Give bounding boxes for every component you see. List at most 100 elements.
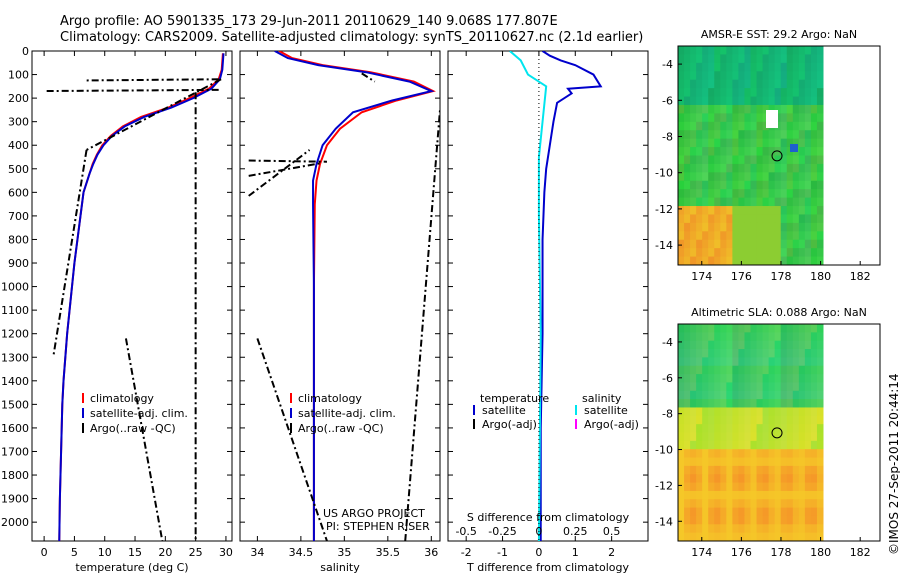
sla_map-cell (756, 374, 764, 383)
sla_map-cell (708, 482, 715, 492)
sst_map-cell (780, 62, 788, 72)
sst_map-cell (786, 104, 794, 114)
sla_map-cell (804, 382, 812, 392)
sst_map-cell (720, 147, 727, 156)
sla_map-cell (774, 399, 782, 408)
sla_map-cell (726, 349, 733, 358)
sla_map-cell (714, 507, 721, 517)
sla_map-cell (762, 415, 770, 425)
sla_map-cell (744, 524, 751, 534)
sst_map-cell (816, 54, 824, 64)
sla_map-cell (714, 332, 721, 342)
depth-tick-label: 200 (8, 92, 29, 105)
sst_map-cell (702, 104, 709, 114)
sla_map-cell (780, 432, 788, 442)
sst_map-cell (726, 189, 733, 199)
sst_map-cell (702, 163, 709, 173)
sla_map-cell (738, 324, 745, 333)
sla_map-cell (714, 449, 721, 459)
diff-xtick2-label: 0.5 (603, 525, 621, 538)
sst_map-cell (720, 163, 727, 173)
sla_map-cell (750, 382, 758, 392)
sst_map-cell (798, 222, 806, 232)
sst_map-cell (732, 71, 739, 81)
sla_map-cell (756, 465, 764, 475)
sla_map-cell (696, 532, 703, 542)
sla_map-cell (762, 365, 770, 375)
sla_map-cell (708, 457, 715, 467)
sst_map-cell (702, 256, 709, 266)
sla_map-cell (744, 332, 751, 342)
climatology-title: Climatology: CARS2009. Satellite-adjuste… (60, 30, 644, 45)
sst_map-cell (804, 54, 812, 64)
sst_map-cell (678, 172, 685, 182)
sla_map-cell (696, 490, 703, 500)
sst_map-cell (738, 113, 745, 123)
sst_map-cell (768, 62, 776, 72)
sla_map-cell (744, 440, 751, 450)
sst_map-cell (690, 206, 697, 215)
sla_map-cell (810, 340, 818, 350)
sst_map-cell (780, 163, 788, 173)
sla_map-cell (684, 465, 691, 475)
sst_map-cell (678, 239, 685, 249)
sla_map-cell (774, 332, 782, 342)
sst_map-cell (720, 256, 727, 266)
sst_map-cell (810, 104, 818, 114)
sst_map-cell (696, 231, 703, 241)
sla_map-cell (702, 515, 709, 525)
temperature-argo-segment (86, 78, 222, 151)
sla_map-cell (774, 457, 782, 467)
sst_map-cell (720, 155, 727, 165)
sst_map-cell (732, 104, 739, 114)
sst_map-cell (804, 79, 812, 89)
legend-group-title: temperature (480, 392, 549, 405)
sst_map-cell (678, 214, 685, 224)
sst_map-cell (738, 147, 745, 156)
sla_map-cell (738, 407, 745, 417)
sla_map-cell (696, 515, 703, 525)
sla_map-cell (720, 440, 727, 450)
sst_map-cell (708, 155, 715, 165)
sst_map-cell (762, 197, 770, 207)
sla_map-cell (762, 532, 770, 542)
sla_map-cell (738, 499, 745, 509)
sla_map-cell (750, 499, 758, 509)
sla_map-cell (678, 524, 685, 534)
sla_map-cell (762, 407, 770, 417)
sla_map-cell (780, 374, 788, 383)
sst_map-cell (720, 180, 727, 190)
sst_map-cell (780, 130, 788, 140)
sst_map-cell (678, 46, 685, 55)
sla_map-cell (720, 507, 727, 517)
sla_map-cell (744, 457, 751, 467)
sla_map-cell (804, 490, 812, 500)
sla_map-cell (738, 340, 745, 350)
sla_map-cell (738, 440, 745, 450)
difference-xtick-label: -1 (497, 546, 508, 559)
sla_map-cell (684, 424, 691, 433)
sst_map-cell (714, 222, 721, 232)
sla_map-cell (768, 449, 776, 459)
sla_map-cell (732, 507, 739, 517)
sst_map-cell (696, 147, 703, 156)
sst_map-cell (720, 248, 727, 258)
sla_map-cell (708, 515, 715, 525)
sla_map-cell (708, 524, 715, 534)
sst_map-cell (732, 206, 739, 215)
sla_map-cell (756, 432, 764, 442)
sst_map-cell (774, 46, 782, 55)
sla_map-cell (786, 474, 794, 484)
sla_map-cell (696, 524, 703, 534)
sst_map-cell (690, 214, 697, 224)
depth-tick-label: 100 (8, 69, 29, 82)
sla_map-cell (720, 474, 727, 484)
sst_map-cell (738, 214, 745, 224)
sla_map-cell (786, 374, 794, 383)
sst_map-cell (738, 248, 745, 258)
sst_map-cell (690, 147, 697, 156)
sla_map-cell (738, 449, 745, 459)
sst_map-cell (684, 147, 691, 156)
sla_map-cell (756, 482, 764, 492)
sla_map-cell (792, 349, 800, 358)
